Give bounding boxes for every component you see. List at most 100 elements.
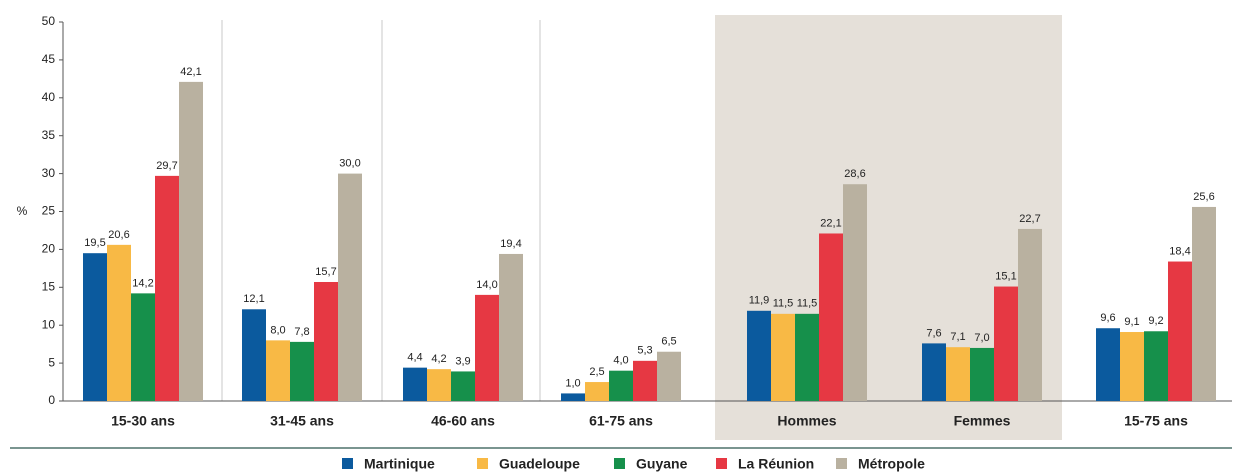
value-label: 7,6 (926, 327, 941, 339)
bar (609, 370, 633, 401)
legend-label: Métropole (858, 456, 925, 472)
bar (403, 367, 427, 401)
value-label: 7,1 (950, 331, 965, 343)
bar (155, 175, 179, 401)
bar (83, 253, 107, 401)
y-axis-label: % (17, 204, 28, 218)
value-label: 11,5 (773, 298, 794, 310)
bar (1096, 328, 1120, 401)
value-label: 4,0 (613, 355, 628, 367)
bar (1192, 206, 1216, 401)
bar (179, 81, 203, 402)
bar (922, 343, 946, 401)
bar (338, 173, 362, 401)
value-label: 2,5 (589, 366, 604, 378)
bar (994, 286, 1018, 401)
value-label: 15,7 (315, 266, 336, 278)
legend-swatch (477, 458, 488, 469)
value-label: 9,1 (1124, 316, 1139, 328)
value-label: 25,6 (1193, 191, 1214, 203)
bar (946, 347, 970, 401)
y-tick-label: 0 (48, 393, 55, 407)
value-label: 1,0 (565, 377, 580, 389)
bar (290, 341, 314, 401)
bar (451, 371, 475, 401)
x-tick-label: 61-75 ans (589, 413, 653, 429)
value-label: 11,5 (797, 298, 818, 310)
bar (131, 293, 155, 401)
bar (475, 294, 499, 401)
value-label: 15,1 (995, 270, 1016, 282)
x-tick-label: Hommes (777, 413, 836, 429)
y-tick-label: 30 (42, 166, 56, 180)
value-label: 29,7 (156, 160, 177, 172)
value-label: 7,0 (974, 332, 989, 344)
bar (1018, 228, 1042, 401)
value-label: 12,1 (243, 293, 264, 305)
value-label: 7,8 (294, 326, 309, 338)
bar (1168, 261, 1192, 401)
bar (561, 393, 585, 401)
bar (771, 313, 795, 401)
y-tick-label: 15 (42, 279, 56, 293)
value-label: 22,7 (1019, 213, 1040, 225)
bar (747, 310, 771, 401)
y-tick-label: 35 (42, 128, 56, 142)
value-label: 28,6 (844, 168, 865, 180)
value-label: 8,0 (270, 324, 285, 336)
bar (633, 360, 657, 401)
value-label: 19,4 (500, 238, 521, 250)
legend-swatch (342, 458, 353, 469)
legend-label: Guyane (636, 456, 688, 472)
value-label: 22,1 (820, 217, 841, 229)
x-tick-label: 15-75 ans (1124, 413, 1188, 429)
legend-label: La Réunion (738, 456, 814, 472)
legend-swatch (614, 458, 625, 469)
value-label: 9,2 (1148, 315, 1163, 327)
bar (1144, 331, 1168, 401)
y-tick-label: 50 (42, 14, 56, 28)
y-tick-label: 40 (42, 90, 56, 104)
x-tick-label: Femmes (954, 413, 1011, 429)
x-tick-label: 46-60 ans (431, 413, 495, 429)
x-tick-label: 31-45 ans (270, 413, 334, 429)
value-label: 14,2 (132, 277, 153, 289)
value-label: 3,9 (455, 355, 470, 367)
bar (266, 340, 290, 401)
value-label: 18,4 (1169, 245, 1190, 257)
legend-label: Martinique (364, 456, 435, 472)
value-label: 19,5 (84, 237, 105, 249)
value-label: 42,1 (180, 66, 201, 78)
value-label: 11,9 (749, 295, 770, 307)
value-label: 14,0 (476, 279, 497, 291)
bar (499, 253, 523, 401)
bar (970, 347, 994, 401)
value-label: 4,4 (407, 352, 422, 364)
x-tick-label: 15-30 ans (111, 413, 175, 429)
value-label: 5,3 (637, 345, 652, 357)
legend-swatch (716, 458, 727, 469)
y-tick-label: 20 (42, 242, 56, 256)
y-tick-label: 25 (42, 204, 56, 218)
y-tick-label: 5 (48, 355, 55, 369)
bar (795, 313, 819, 401)
y-tick-label: 10 (42, 317, 56, 331)
value-label: 9,6 (1100, 312, 1115, 324)
value-label: 30,0 (339, 158, 360, 170)
bar (585, 382, 609, 401)
bar (843, 184, 867, 401)
bar (107, 244, 131, 401)
bar (819, 233, 843, 401)
y-tick-label: 45 (42, 52, 56, 66)
value-label: 6,5 (661, 336, 676, 348)
bar (1120, 332, 1144, 401)
legend-swatch (836, 458, 847, 469)
value-label: 4,2 (431, 353, 446, 365)
bar (314, 281, 338, 401)
bar (242, 309, 266, 401)
legend-label: Guadeloupe (499, 456, 580, 472)
value-label: 20,6 (108, 229, 129, 241)
bar (657, 351, 681, 401)
bar (427, 369, 451, 401)
